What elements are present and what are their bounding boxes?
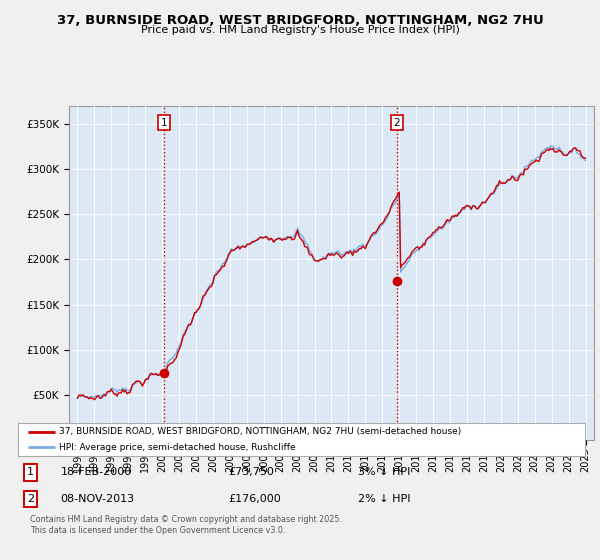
Text: 37, BURNSIDE ROAD, WEST BRIDGFORD, NOTTINGHAM, NG2 7HU (semi-detached house): 37, BURNSIDE ROAD, WEST BRIDGFORD, NOTTI… <box>59 427 461 436</box>
Text: 2% ↓ HPI: 2% ↓ HPI <box>358 493 410 503</box>
Text: Price paid vs. HM Land Registry's House Price Index (HPI): Price paid vs. HM Land Registry's House … <box>140 25 460 35</box>
Text: Contains HM Land Registry data © Crown copyright and database right 2025.
This d: Contains HM Land Registry data © Crown c… <box>31 515 343 535</box>
Text: 2: 2 <box>27 493 34 503</box>
Text: 2: 2 <box>394 118 400 128</box>
Text: 37, BURNSIDE ROAD, WEST BRIDGFORD, NOTTINGHAM, NG2 7HU: 37, BURNSIDE ROAD, WEST BRIDGFORD, NOTTI… <box>56 14 544 27</box>
Text: 08-NOV-2013: 08-NOV-2013 <box>61 493 134 503</box>
Text: 1: 1 <box>27 468 34 478</box>
Text: £73,750: £73,750 <box>228 468 274 478</box>
Text: 18-FEB-2000: 18-FEB-2000 <box>61 468 132 478</box>
Text: 3% ↓ HPI: 3% ↓ HPI <box>358 468 410 478</box>
Text: 1: 1 <box>161 118 167 128</box>
Text: £176,000: £176,000 <box>228 493 281 503</box>
Text: HPI: Average price, semi-detached house, Rushcliffe: HPI: Average price, semi-detached house,… <box>59 443 295 452</box>
